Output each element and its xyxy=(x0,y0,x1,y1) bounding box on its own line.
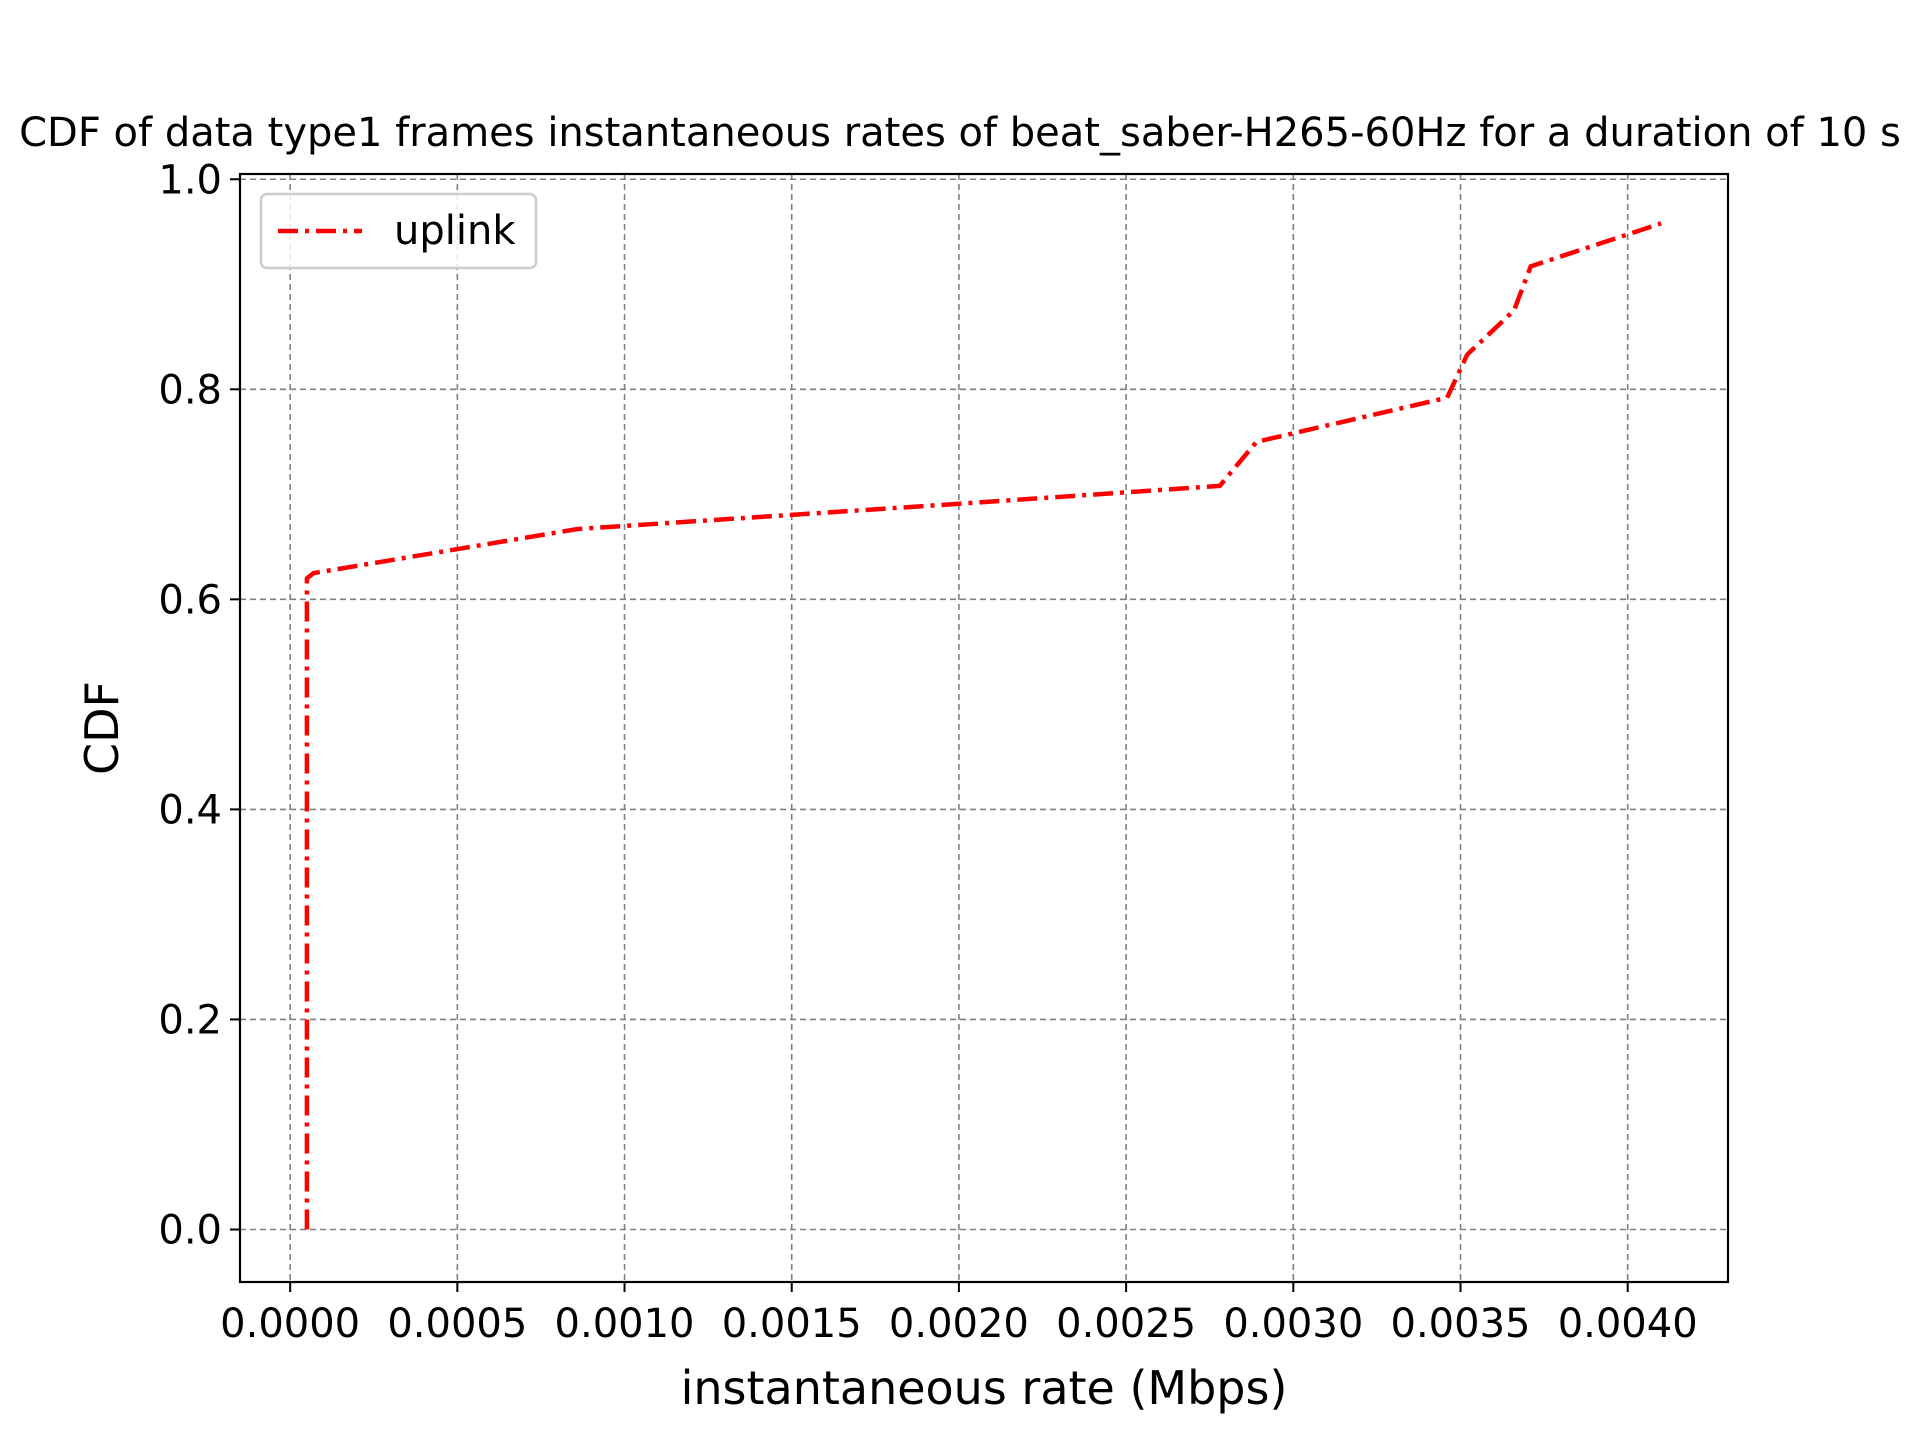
y-axis-title: CDF xyxy=(75,681,129,775)
x-axis-title: instantaneous rate (Mbps) xyxy=(681,1361,1288,1415)
y-tick-label: 1.0 xyxy=(158,157,222,203)
x-tick-label: 0.0030 xyxy=(1223,1301,1363,1347)
y-axis-ticks: 0.0 0.2 0.4 0.6 0.8 1.0 xyxy=(158,157,240,1253)
legend-box xyxy=(259,192,538,270)
plot-area-frame xyxy=(238,172,1730,1284)
x-tick-label: 0.0040 xyxy=(1558,1301,1698,1347)
chart-title: CDF of data type1 frames instantaneous r… xyxy=(19,110,1901,156)
x-tick-label: 0.0010 xyxy=(555,1301,695,1347)
legend: uplink xyxy=(259,192,538,270)
x-axis-ticks: 0.0000 0.0005 0.0010 0.0015 0.0020 0.0025 0.00… xyxy=(220,1282,1698,1347)
y-tick-label: 0.0 xyxy=(158,1207,222,1253)
x-tick-label: 0.0035 xyxy=(1391,1301,1531,1347)
y-tick-label: 0.8 xyxy=(158,367,222,413)
legend-label-uplink: uplink xyxy=(394,208,516,254)
y-tick-label: 0.2 xyxy=(158,997,222,1043)
x-tick-label: 0.0025 xyxy=(1056,1301,1196,1347)
series-layer xyxy=(304,221,1662,1230)
x-tick-label: 0.0005 xyxy=(387,1301,527,1347)
y-tick-label: 0.4 xyxy=(158,787,222,833)
series-line-uplink xyxy=(304,221,1662,1230)
grid-layer xyxy=(240,174,1728,1282)
x-tick-label: 0.0020 xyxy=(889,1301,1029,1347)
x-tick-label: 0.0000 xyxy=(220,1301,360,1347)
y-tick-label: 0.6 xyxy=(158,577,222,623)
x-tick-label: 0.0015 xyxy=(722,1301,862,1347)
